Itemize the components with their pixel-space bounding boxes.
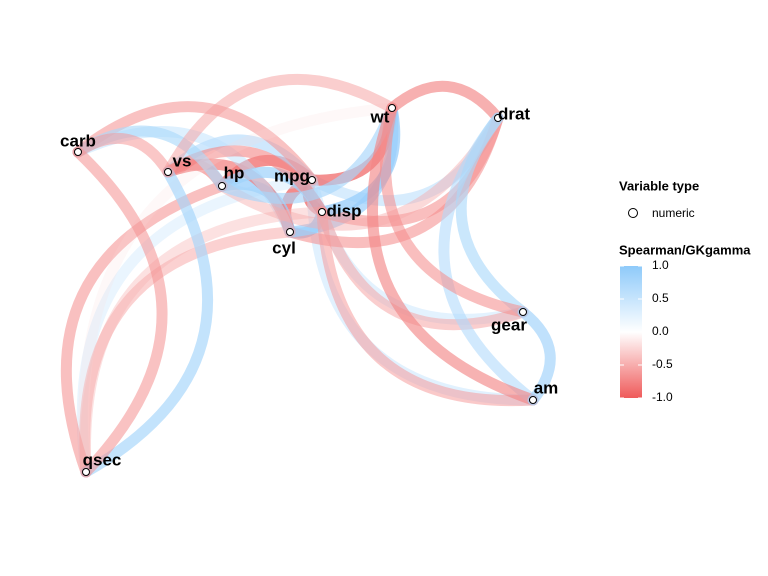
edge xyxy=(367,102,539,406)
node xyxy=(388,104,396,112)
legend: Variable type numeric Spearman/GKgamma 1… xyxy=(619,178,751,404)
node-label: am xyxy=(534,378,559,397)
node xyxy=(494,114,502,122)
node-label: carb xyxy=(60,131,96,150)
colorbar-label: 0.5 xyxy=(652,291,669,305)
edge xyxy=(316,112,504,227)
colorbar-label: -1.0 xyxy=(652,390,673,404)
edge xyxy=(72,132,174,178)
edge xyxy=(60,180,228,478)
edge xyxy=(386,80,504,124)
node xyxy=(82,468,90,476)
node xyxy=(286,228,294,236)
edge xyxy=(80,166,214,478)
edge xyxy=(517,306,556,406)
colorbar-title: Spearman/GKgamma xyxy=(619,242,751,257)
node-label: mpg xyxy=(274,166,310,185)
edge xyxy=(316,206,539,407)
node xyxy=(74,148,82,156)
node-label: drat xyxy=(498,104,530,123)
edge xyxy=(455,112,529,318)
node xyxy=(529,396,537,404)
node-label: wt xyxy=(370,107,390,126)
edge xyxy=(162,74,398,178)
node-label: qsec xyxy=(83,450,122,469)
edges xyxy=(60,74,556,478)
node xyxy=(164,168,172,176)
colorbar-label: 0.0 xyxy=(652,324,669,338)
colorbar-label: -0.5 xyxy=(652,357,673,371)
edge xyxy=(72,101,318,186)
edge xyxy=(78,102,398,478)
colorbar-label: 1.0 xyxy=(652,258,669,272)
edge xyxy=(79,206,328,478)
node-label: hp xyxy=(224,163,245,182)
node-label: cyl xyxy=(272,238,296,257)
legend-key xyxy=(628,208,638,218)
edge xyxy=(79,226,296,478)
node xyxy=(218,182,226,190)
legend-title: Variable type xyxy=(619,178,699,193)
node-label: disp xyxy=(327,201,362,220)
node xyxy=(519,308,527,316)
legend-label: numeric xyxy=(652,206,695,220)
colorbar xyxy=(620,266,642,398)
node-label: gear xyxy=(491,315,527,334)
node-label: vs xyxy=(173,151,192,170)
edge xyxy=(72,146,168,478)
node xyxy=(308,176,316,184)
node xyxy=(318,208,326,216)
edge xyxy=(380,102,529,318)
